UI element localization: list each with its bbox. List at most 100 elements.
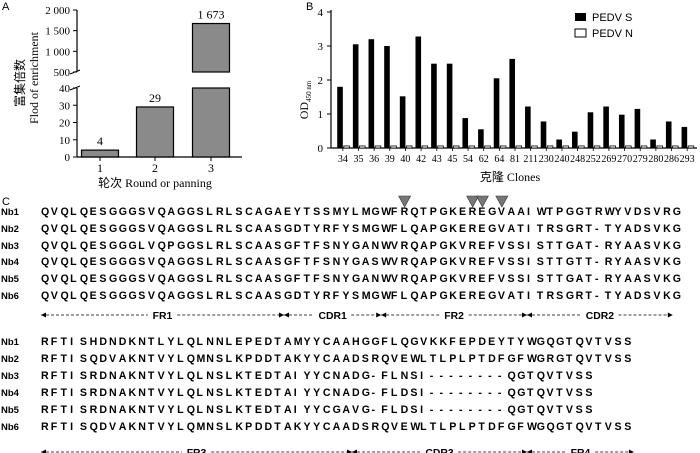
seq-row: QV QL QE S GGGS V QA GGS L R L S C A A S GD T Y R F Y S MGWF L QA… [41, 223, 681, 235]
residue: T [60, 404, 67, 416]
seq-name: Nb6 [1, 422, 19, 433]
residue: L [70, 256, 77, 268]
residue: W [381, 256, 391, 268]
residue: R [576, 223, 584, 235]
b-bar-pedv-n [374, 145, 382, 149]
residue: K [294, 421, 302, 433]
residue: R [216, 240, 224, 252]
residue: I [527, 223, 530, 235]
residue: A [624, 240, 632, 252]
residue: Q [187, 404, 195, 416]
residue: A [119, 370, 127, 382]
residue: S [517, 256, 524, 268]
panel-label-a: A [2, 1, 10, 13]
region-annotations-2: FR3 CDR3 FR4 [41, 448, 634, 453]
b-xtick-label: 43 [432, 154, 442, 165]
b-bar-pedv-n [609, 145, 616, 149]
residue: S [235, 290, 242, 302]
residue: E [478, 273, 485, 285]
panel-c: C Nb1 QV QL QE S GGGS V QA GGS L R L S C A GA E Y T S S MY L MG… [1, 195, 681, 453]
residue: P [430, 240, 437, 252]
b-xtick-label: 248 [570, 154, 585, 165]
seq-name: Nb5 [1, 274, 20, 285]
residue: C [323, 336, 331, 348]
residue: L [459, 353, 466, 365]
residue: E [90, 256, 97, 268]
residue: Q [80, 206, 88, 218]
region-arrowhead [527, 312, 532, 318]
residue: L [226, 404, 233, 416]
residue: Y [303, 353, 310, 365]
residue: C [323, 353, 331, 365]
residue: S [410, 387, 417, 399]
residue: S [274, 223, 281, 235]
residue: V [459, 273, 466, 285]
residue: G [352, 273, 360, 285]
b-bar-pedv-s [603, 106, 609, 148]
residue: Q [537, 404, 545, 416]
residue: G [566, 290, 574, 302]
residue: A [119, 421, 127, 433]
residue: G [177, 206, 185, 218]
residue: Q [41, 206, 49, 218]
residue: Q [41, 223, 49, 235]
residue: Y [614, 290, 621, 302]
residue: L [177, 353, 184, 365]
residue: A [342, 336, 350, 348]
residue: R [371, 421, 379, 433]
residue: F [294, 256, 301, 268]
residue: G [333, 404, 341, 416]
residue: N [138, 421, 146, 433]
residue: Q [158, 223, 166, 235]
residue: R [401, 256, 409, 268]
b-bar-pedv-n [468, 145, 476, 149]
residue: P [245, 421, 252, 433]
seq-row: R F T I S R D N A K N T V Y L QL N S L K T E D T A I Y Y C GA V G- F L D S I… [41, 404, 592, 416]
residue: L [206, 273, 213, 285]
residue: T [566, 421, 573, 433]
residue: S [138, 206, 145, 218]
residue: Y [303, 336, 310, 348]
residue: S [508, 273, 515, 285]
residue: G [109, 206, 117, 218]
residue: C [245, 223, 253, 235]
residue: V [51, 240, 58, 252]
residue: S [576, 370, 583, 382]
a-bar-value-label: 29 [149, 91, 161, 105]
residue: A [119, 353, 127, 365]
residue: R [41, 353, 49, 365]
residue: S [138, 290, 145, 302]
residue: T [148, 404, 155, 416]
residue: S [352, 223, 359, 235]
residue: W [381, 223, 391, 235]
residue: G [440, 273, 448, 285]
residue: K [235, 421, 243, 433]
residue: G [556, 421, 564, 433]
residue: L [177, 404, 184, 416]
residue: G [556, 336, 564, 348]
residue: L [401, 223, 408, 235]
residue: A [420, 256, 428, 268]
residue: Y [167, 370, 174, 382]
residue: L [197, 336, 204, 348]
residue: L [70, 223, 77, 235]
residue: N [206, 421, 214, 433]
residue: Y [342, 290, 349, 302]
residue: Y [313, 421, 320, 433]
residue: Q [410, 256, 418, 268]
residue: F [381, 336, 388, 348]
residue: A [342, 353, 350, 365]
residue: I [294, 404, 297, 416]
residue: Y [342, 223, 349, 235]
residue: A [284, 336, 292, 348]
residue: D [99, 336, 107, 348]
residue: S [410, 404, 417, 416]
residue: K [663, 256, 671, 268]
residue: G [119, 273, 127, 285]
residue: W [381, 273, 391, 285]
residue: G [362, 370, 370, 382]
b-xtick-label: 39 [385, 154, 395, 165]
residue: L [391, 370, 398, 382]
residue: A [119, 404, 127, 416]
residue: T [303, 273, 310, 285]
